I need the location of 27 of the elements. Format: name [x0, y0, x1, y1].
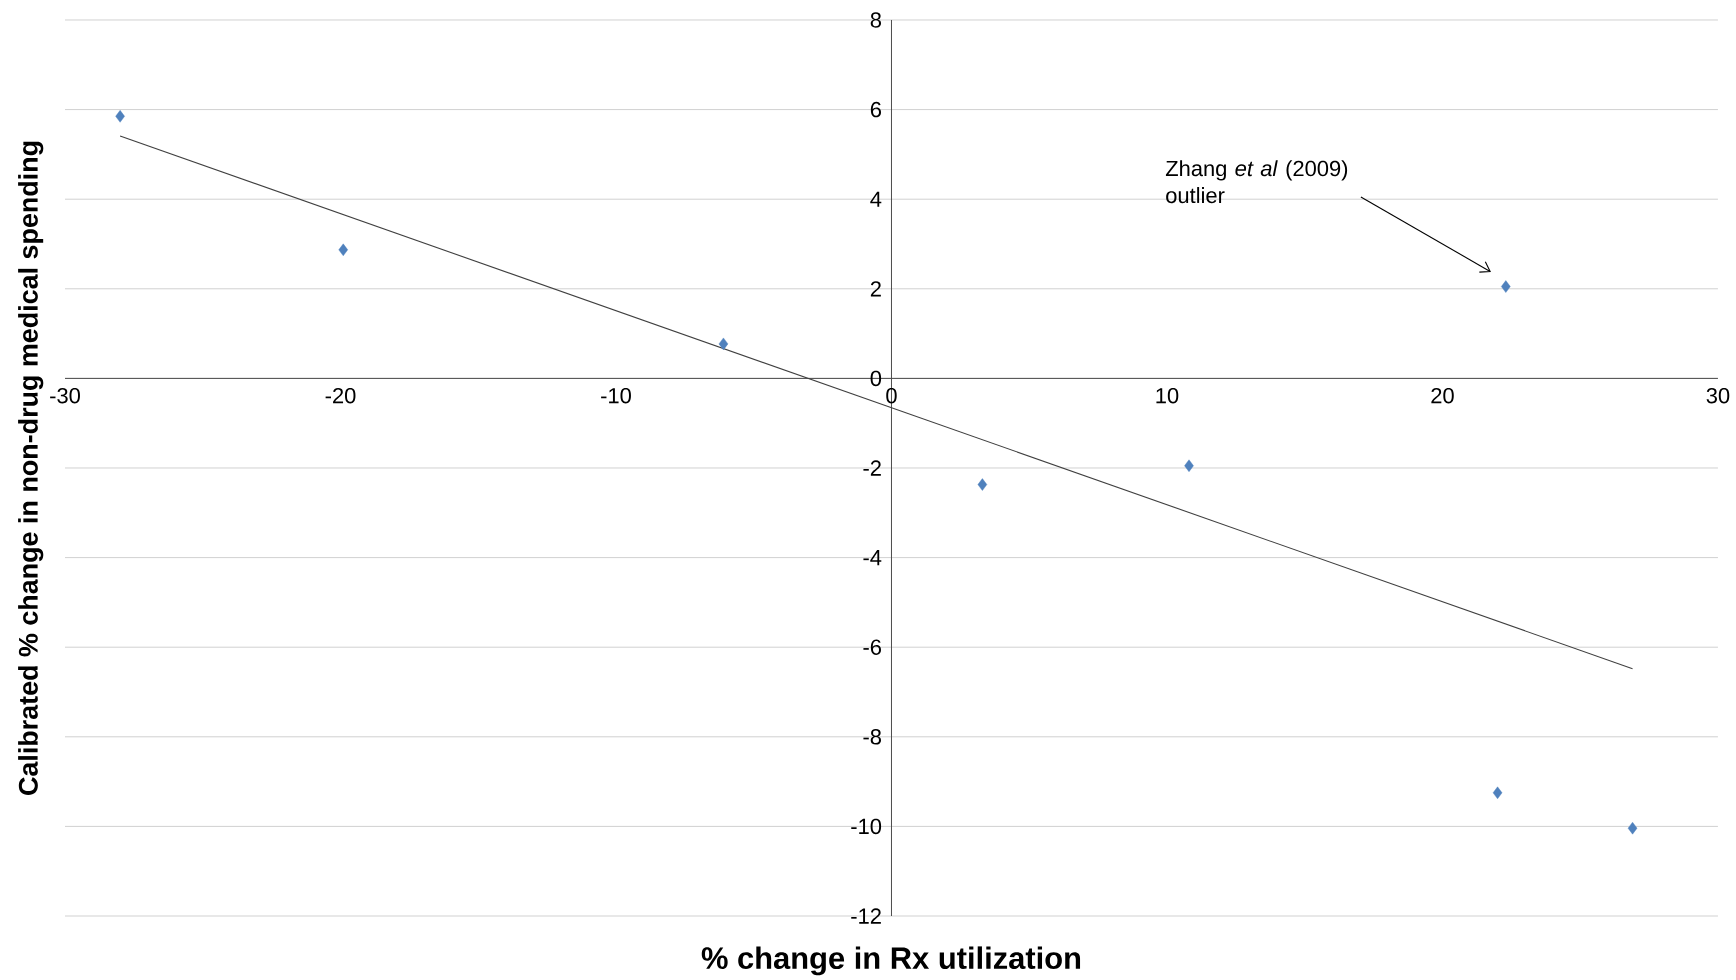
point [977, 478, 988, 491]
text: Zhang et al (2009) outlier [1165, 160, 1348, 204]
point [115, 110, 125, 123]
x-tick-label: -10 [601, 387, 631, 404]
y-tick-label: -8 [863, 729, 881, 745]
point [1184, 459, 1194, 472]
x-tick-label: 20 [1431, 387, 1454, 404]
x-axis-title: % change in Rx utilization [701, 946, 1081, 976]
y-tick-label: 4 [870, 191, 882, 207]
point [1627, 821, 1638, 835]
point [718, 337, 729, 351]
x-tick-label: 30 [1706, 387, 1730, 404]
x-tick-label: 10 [1156, 387, 1179, 404]
y-tick-label: 8 [870, 12, 881, 28]
y-tick-label: -12 [851, 908, 881, 924]
y-tick-label: -4 [863, 550, 882, 566]
point [1492, 786, 1503, 799]
y-tick-label: -6 [863, 639, 881, 655]
y-tick-label: -10 [851, 818, 882, 835]
x-tick-label: -20 [325, 387, 356, 404]
y-axis-title: Calibrated % change in non-drug medical spending [18, 141, 44, 795]
x-tick-label: -30 [50, 387, 80, 404]
point [338, 243, 348, 257]
y-tick-label: 2 [870, 281, 881, 297]
point [1501, 280, 1511, 293]
y-tick-label: 6 [870, 101, 881, 118]
y-tick-label: -2 [863, 460, 881, 476]
